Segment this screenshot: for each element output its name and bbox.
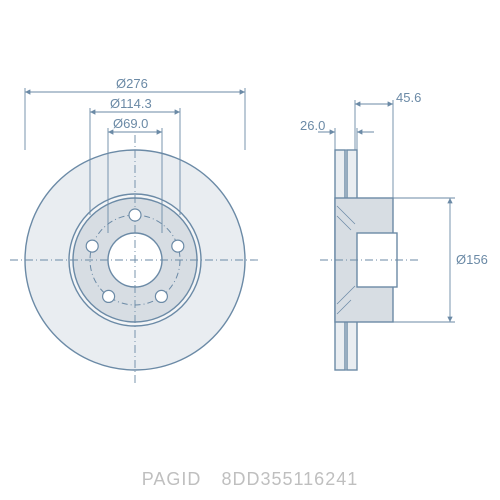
brake-disc-svg — [0, 0, 500, 500]
part-number: 8DD355116241 — [221, 469, 358, 489]
brand-name: PAGID — [142, 469, 202, 489]
dim-bolt-circle: Ø114.3 — [110, 96, 152, 111]
brand-footer: PAGID 8DD355116241 — [0, 469, 500, 490]
dim-thickness: 26.0 — [300, 118, 325, 133]
front-view — [10, 88, 260, 385]
dim-outer-diameter: Ø276 — [116, 76, 148, 91]
dim-bore: Ø69.0 — [113, 116, 148, 131]
dim-hub-outer: Ø156 — [456, 252, 488, 267]
drawing-canvas: Ø276 Ø114.3 Ø69.0 26.0 45.6 Ø156 PAGID 8… — [0, 0, 500, 500]
side-view — [318, 100, 455, 370]
dim-offset: 45.6 — [396, 90, 421, 105]
